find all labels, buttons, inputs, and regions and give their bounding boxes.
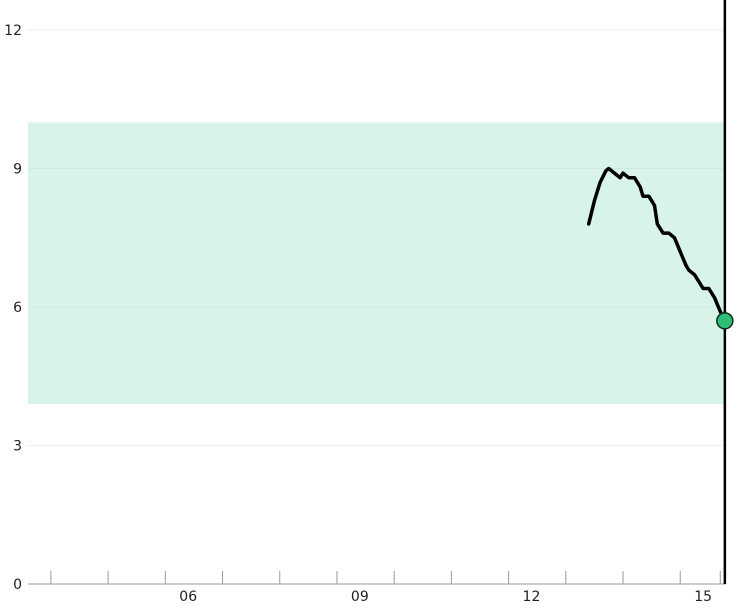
x-tick-label: 06 [179,589,197,605]
y-gridlines [28,29,726,446]
current-reading-marker[interactable] [716,312,734,330]
y-tick-label: 6 [13,300,22,316]
x-tick-label: 15 [694,589,712,605]
target-range-band [28,122,726,404]
y-tick-labels: 0 3 6 9 12 [4,23,22,593]
x-minor-ticks [50,571,721,584]
x-tick-label: 09 [351,589,369,605]
glucose-trend-line [586,166,727,323]
x-tick-labels: 06 09 12 15 [179,589,712,605]
y-tick-label: 12 [4,23,22,39]
y-tick-label: 9 [13,162,22,178]
x-tick-label: 12 [523,589,541,605]
y-tick-label: 0 [13,577,22,593]
y-tick-label: 3 [13,439,22,455]
